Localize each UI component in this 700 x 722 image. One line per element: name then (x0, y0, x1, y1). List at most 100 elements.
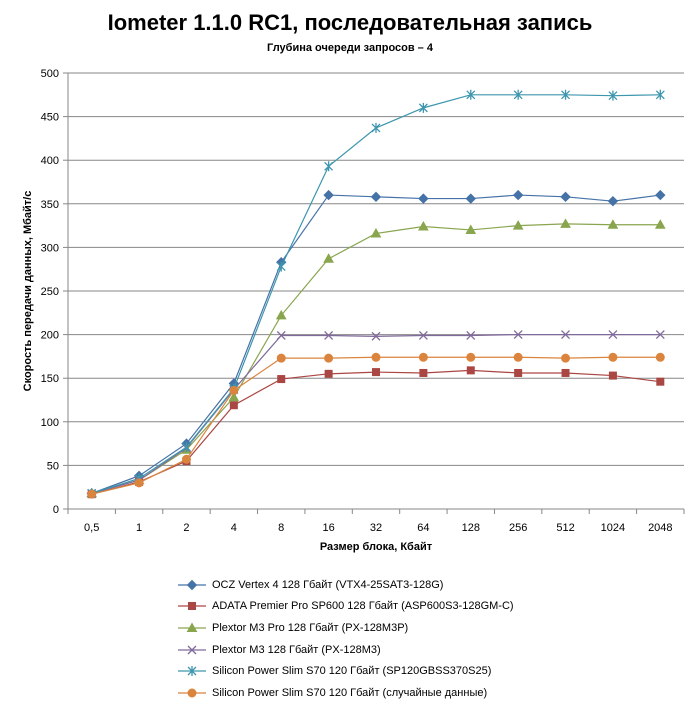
data-point (608, 90, 618, 101)
legend-marker (187, 645, 197, 655)
x-tick-label: 2048 (648, 522, 672, 534)
data-point (607, 219, 619, 229)
legend-marker (186, 579, 198, 591)
data-point (560, 218, 571, 228)
data-point (561, 89, 570, 100)
y-tick-label: 400 (41, 155, 59, 167)
data-point (324, 369, 333, 378)
legend-swatch (178, 622, 206, 632)
data-point (513, 330, 523, 340)
y-tick-label: 0 (53, 504, 59, 516)
data-point (418, 193, 429, 204)
legend-label: Silicon Power Slim S70 120 Гбайт (SP120G… (212, 665, 492, 678)
legend-swatch (178, 579, 206, 591)
data-point (608, 352, 618, 362)
x-tick-label: 8 (278, 522, 284, 534)
data-point (655, 352, 665, 362)
legend-label: OCZ Vertex 4 128 Гбайт (VTX4-25SAT3-128G… (212, 578, 444, 591)
data-point (87, 489, 97, 499)
legend-swatch (178, 688, 206, 698)
y-tick-label: 500 (41, 68, 59, 80)
data-point (324, 331, 334, 340)
x-tick-label: 2 (183, 522, 189, 534)
data-point (656, 377, 665, 386)
legend-marker (187, 688, 197, 698)
data-point (466, 352, 476, 362)
data-point (513, 352, 523, 362)
chart-title: Iometer 1.1.0 RC1, последовательная запи… (107, 10, 593, 35)
data-point (560, 191, 571, 203)
x-tick-label: 512 (556, 522, 574, 534)
x-tick-label: 64 (417, 522, 429, 534)
x-tick-label: 256 (509, 522, 527, 534)
data-point (608, 330, 618, 340)
x-tick-label: 0,5 (84, 522, 99, 534)
data-point (418, 220, 429, 231)
plot-area: Скорость передачи данных, Мбайт/с Размер… (22, 68, 685, 553)
data-point (371, 352, 381, 362)
data-point (323, 189, 334, 201)
legend: OCZ Vertex 4 128 Гбайт (VTX4-25SAT3-128G… (178, 574, 678, 704)
x-tick-label: 32 (370, 522, 382, 534)
data-point (466, 366, 475, 375)
data-point (514, 368, 523, 377)
data-point (276, 331, 286, 340)
chart-subtitle: Глубина очереди запросов – 4 (267, 42, 433, 54)
series-line (91, 94, 661, 494)
data-point (372, 368, 380, 377)
data-point (513, 89, 523, 100)
y-tick-label: 350 (41, 199, 59, 211)
y-tick-label: 200 (41, 330, 59, 342)
data-point (608, 371, 617, 380)
data-point (228, 391, 240, 402)
data-point (465, 193, 476, 204)
data-point (607, 195, 619, 207)
data-point (561, 353, 571, 363)
data-point (371, 122, 381, 133)
series-1 (87, 366, 665, 499)
x-tick-label: 4 (231, 522, 237, 534)
data-point (134, 478, 144, 488)
data-point (276, 261, 286, 272)
y-tick-label: 100 (41, 417, 59, 429)
data-point (561, 330, 570, 340)
data-point (276, 353, 286, 363)
legend-marker (186, 622, 198, 632)
data-point (654, 219, 666, 229)
y-tick-label: 150 (41, 373, 59, 385)
series-5 (87, 352, 665, 499)
x-axis-label: Размер блока, Кбайт (320, 541, 433, 553)
data-point (418, 331, 428, 340)
legend-item: Plextor M3 Pro 128 Гбайт (PX-128M3P) (178, 617, 678, 639)
legend-label: ADATA Premier Pro SP600 128 Гбайт (ASP60… (212, 600, 514, 613)
series-line (91, 369, 661, 495)
data-point (419, 368, 428, 377)
data-point (655, 330, 665, 340)
data-point (561, 368, 570, 377)
data-point (418, 352, 428, 362)
legend-marker (188, 602, 196, 611)
data-point (512, 220, 524, 230)
x-tick-label: 16 (322, 522, 334, 534)
data-point (512, 189, 524, 201)
data-point (465, 224, 477, 234)
data-point (229, 401, 238, 410)
data-point (323, 253, 334, 263)
legend-item: Silicon Power Slim S70 120 Гбайт (случай… (178, 682, 678, 704)
y-tick-label: 50 (47, 460, 59, 472)
data-point (466, 331, 476, 340)
legend-item: Plextor M3 128 Гбайт (PX-128M3) (178, 639, 678, 661)
y-axis-label: Скорость передачи данных, Мбайт/с (22, 191, 34, 392)
data-point (418, 102, 428, 113)
legend-swatch (178, 602, 206, 611)
data-point (370, 191, 382, 203)
data-point (181, 454, 191, 464)
y-tick-label: 300 (41, 242, 59, 254)
data-point (371, 331, 381, 341)
data-point (655, 89, 665, 100)
data-point (324, 353, 334, 363)
y-tick-label: 250 (41, 286, 59, 298)
data-point (229, 385, 239, 395)
data-point (275, 309, 287, 320)
